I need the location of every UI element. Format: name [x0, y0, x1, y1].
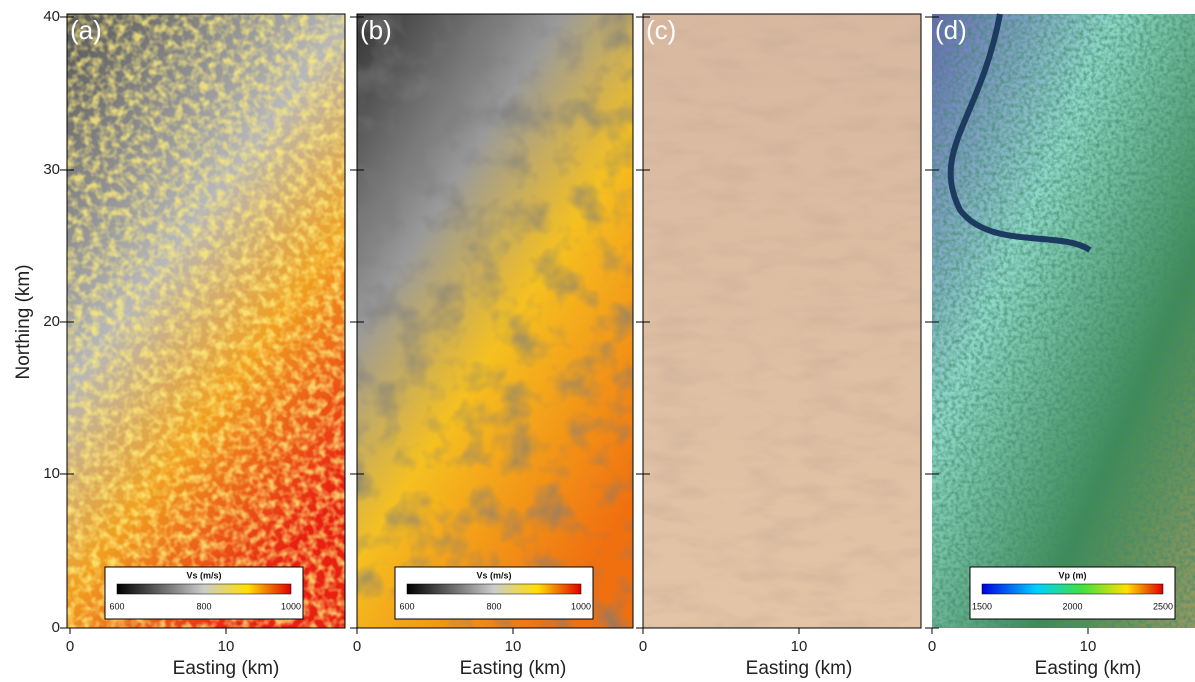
panel-d [932, 14, 1195, 628]
x-axis-label: Easting (km) [1035, 658, 1142, 679]
colorbar [982, 584, 1163, 594]
panel-label: (c) [646, 15, 676, 45]
x-axis-label: Easting (km) [173, 658, 280, 679]
colorbar-title: Vs (m/s) [476, 570, 511, 580]
y-axis-label: Northing (km) [13, 264, 34, 379]
x-axis-label: Easting (km) [746, 658, 853, 679]
y-tick-label: 30 [43, 161, 60, 178]
panel-label: (b) [360, 15, 392, 45]
x-tick-label: 0 [928, 638, 936, 655]
colorbar [117, 584, 291, 594]
colorbar-tick-label: 800 [486, 601, 501, 611]
colorbar-title: Vs (m/s) [186, 570, 221, 580]
x-tick-label: 10 [1080, 638, 1097, 655]
map-texture [67, 14, 345, 628]
map-texture [357, 14, 633, 628]
panel-label: (d) [935, 15, 967, 45]
x-tick-label: 0 [639, 638, 647, 655]
y-tick-label: 40 [43, 8, 60, 25]
colorbar-title: Vp (m) [1059, 570, 1087, 580]
colorbar-tick-label: 800 [196, 601, 211, 611]
map-texture [643, 14, 921, 628]
colorbar [407, 584, 581, 594]
panel-a [67, 14, 345, 628]
x-tick-label: 0 [353, 638, 361, 655]
x-tick-label: 10 [505, 638, 522, 655]
colorbar-tick-label: 600 [399, 601, 414, 611]
x-tick-label: 10 [218, 638, 235, 655]
colorbar-tick-label: 600 [109, 601, 124, 611]
x-tick-label: 10 [791, 638, 808, 655]
panel-label: (a) [70, 15, 102, 45]
panel-b [357, 14, 633, 628]
y-tick-label: 0 [52, 619, 60, 636]
y-tick-label: 10 [43, 465, 60, 482]
x-tick-label: 0 [66, 638, 74, 655]
x-axis-label: Easting (km) [460, 658, 567, 679]
colorbar-tick-label: 1000 [571, 601, 591, 611]
y-tick-label: 20 [43, 313, 60, 330]
figure: Northing (km) 0 10 20 30 40 (a) 0 10 Easting (km… [0, 0, 1195, 682]
colorbar-tick-label: 2000 [1062, 601, 1082, 611]
colorbar-tick-label: 1000 [281, 601, 301, 611]
panel-c [643, 14, 921, 628]
colorbar-tick-label: 2500 [1153, 601, 1173, 611]
colorbar-tick-label: 1500 [972, 601, 992, 611]
